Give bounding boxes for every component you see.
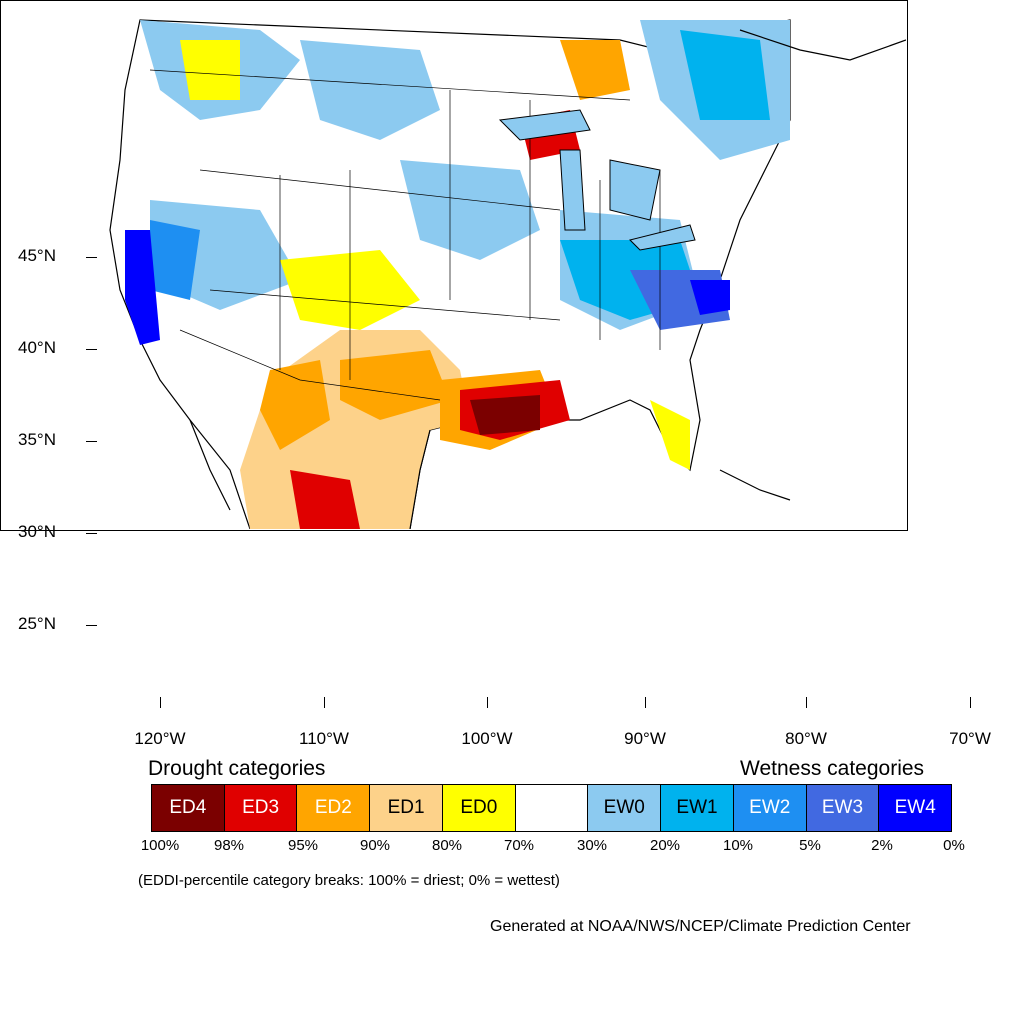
lon-tick <box>970 697 971 708</box>
state-boundaries <box>149 69 661 401</box>
break-label: 70% <box>503 837 535 854</box>
lat-label-35: 35°N <box>18 430 56 449</box>
lat-tick <box>86 349 97 350</box>
break-label: 100% <box>140 837 180 854</box>
lat-tick <box>86 257 97 258</box>
lon-tick <box>806 697 807 708</box>
category-breaks-note: (EDDI-percentile category breaks: 100% =… <box>138 872 560 889</box>
lon-tick <box>645 697 646 708</box>
break-label: 80% <box>431 837 463 854</box>
legend-box-ed0: ED0 <box>442 785 516 831</box>
lon-tick <box>487 697 488 708</box>
lon-tick <box>324 697 325 708</box>
lat-tick <box>86 625 97 626</box>
break-label: 5% <box>799 837 821 854</box>
lat-tick <box>86 441 97 442</box>
lat-label-40: 40°N <box>18 338 56 357</box>
break-label: 20% <box>649 837 681 854</box>
break-label: 10% <box>722 837 754 854</box>
credit-line: Generated at NOAA/NWS/NCEP/Climate Predi… <box>490 918 911 935</box>
break-label: 0% <box>943 837 965 854</box>
legend-box-ed1: ED1 <box>370 785 443 831</box>
lat-label-30: 30°N <box>18 522 56 541</box>
wetness-categories-heading: Wetness categories <box>740 757 925 780</box>
category-legend: ED4 ED3 ED2 ED1 ED0 EW0 EW1 EW2 EW3 EW4 <box>151 784 952 832</box>
break-label: 98% <box>213 837 245 854</box>
lat-label-25: 25°N <box>18 614 56 633</box>
legend-box-ew0: EW0 <box>588 785 662 831</box>
legend-box-ed3: ED3 <box>224 785 298 831</box>
lon-label-80: 80°W <box>785 729 827 748</box>
map-area <box>0 0 908 531</box>
lon-label-120: 120°W <box>134 729 186 748</box>
break-label: 30% <box>576 837 608 854</box>
break-label: 95% <box>287 837 319 854</box>
legend-box-ew1: EW1 <box>661 785 734 831</box>
break-label: 90% <box>359 837 391 854</box>
lon-tick <box>160 697 161 708</box>
break-label: 2% <box>871 837 893 854</box>
legend-box-ew3: EW3 <box>806 785 880 831</box>
legend-box-ew2: EW2 <box>733 785 807 831</box>
great-lakes <box>498 109 696 251</box>
legend-box-ed4: ED4 <box>152 785 225 831</box>
lat-tick <box>86 533 97 534</box>
legend-box-normal <box>515 785 589 831</box>
legend-box-ed2: ED2 <box>297 785 371 831</box>
lon-label-100: 100°W <box>461 729 513 748</box>
eddi-map <box>109 19 906 529</box>
category-fill-regions <box>109 19 791 529</box>
lon-label-90: 90°W <box>624 729 666 748</box>
legend-box-ew4: EW4 <box>879 785 952 831</box>
lon-label-110: 110°W <box>299 729 349 748</box>
drought-categories-heading: Drought categories <box>148 757 326 780</box>
lat-label-45: 45°N <box>18 246 56 265</box>
neighboring-coastlines <box>189 29 906 529</box>
lon-label-70: 70°W <box>949 729 991 748</box>
